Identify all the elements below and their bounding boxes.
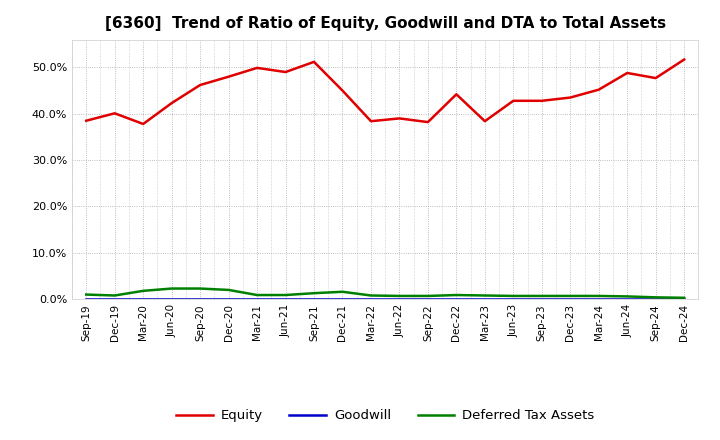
Deferred Tax Assets <box>480 293 489 298</box>
Deferred Tax Assets <box>225 287 233 293</box>
Deferred Tax Assets <box>196 286 204 291</box>
Equity <box>652 75 660 81</box>
Equity <box>537 98 546 103</box>
Deferred Tax Assets <box>253 293 261 298</box>
Equity <box>480 118 489 124</box>
Deferred Tax Assets <box>139 288 148 293</box>
Deferred Tax Assets <box>652 295 660 300</box>
Goodwill <box>282 297 290 302</box>
Goodwill <box>196 297 204 302</box>
Goodwill <box>82 297 91 302</box>
Line: Equity: Equity <box>86 59 684 124</box>
Goodwill <box>509 297 518 302</box>
Deferred Tax Assets <box>110 293 119 298</box>
Goodwill <box>423 297 432 302</box>
Goodwill <box>652 297 660 302</box>
Legend: Equity, Goodwill, Deferred Tax Assets: Equity, Goodwill, Deferred Tax Assets <box>171 404 600 428</box>
Equity <box>623 70 631 76</box>
Equity <box>225 74 233 79</box>
Goodwill <box>623 297 631 302</box>
Equity <box>139 121 148 127</box>
Goodwill <box>225 297 233 302</box>
Goodwill <box>537 297 546 302</box>
Equity <box>282 70 290 75</box>
Equity <box>509 98 518 103</box>
Deferred Tax Assets <box>395 293 404 299</box>
Deferred Tax Assets <box>310 290 318 296</box>
Deferred Tax Assets <box>537 293 546 299</box>
Deferred Tax Assets <box>366 293 375 298</box>
Equity <box>253 65 261 70</box>
Goodwill <box>566 297 575 302</box>
Equity <box>595 87 603 92</box>
Equity <box>338 88 347 93</box>
Goodwill <box>366 297 375 302</box>
Deferred Tax Assets <box>566 293 575 299</box>
Goodwill <box>110 297 119 302</box>
Deferred Tax Assets <box>338 289 347 294</box>
Equity <box>167 100 176 106</box>
Equity <box>423 120 432 125</box>
Deferred Tax Assets <box>623 294 631 299</box>
Equity <box>680 57 688 62</box>
Title: [6360]  Trend of Ratio of Equity, Goodwill and DTA to Total Assets: [6360] Trend of Ratio of Equity, Goodwil… <box>104 16 666 32</box>
Deferred Tax Assets <box>167 286 176 291</box>
Deferred Tax Assets <box>509 293 518 299</box>
Equity <box>566 95 575 100</box>
Deferred Tax Assets <box>452 293 461 298</box>
Goodwill <box>395 297 404 302</box>
Equity <box>110 111 119 116</box>
Equity <box>395 116 404 121</box>
Equity <box>82 118 91 123</box>
Deferred Tax Assets <box>82 292 91 297</box>
Deferred Tax Assets <box>680 295 688 301</box>
Deferred Tax Assets <box>595 293 603 299</box>
Goodwill <box>680 297 688 302</box>
Line: Deferred Tax Assets: Deferred Tax Assets <box>86 289 684 298</box>
Equity <box>310 59 318 65</box>
Goodwill <box>253 297 261 302</box>
Goodwill <box>480 297 489 302</box>
Equity <box>366 118 375 124</box>
Goodwill <box>452 297 461 302</box>
Equity <box>196 82 204 88</box>
Equity <box>452 92 461 97</box>
Goodwill <box>595 297 603 302</box>
Goodwill <box>139 297 148 302</box>
Goodwill <box>310 297 318 302</box>
Deferred Tax Assets <box>282 293 290 298</box>
Goodwill <box>167 297 176 302</box>
Goodwill <box>338 297 347 302</box>
Deferred Tax Assets <box>423 293 432 299</box>
